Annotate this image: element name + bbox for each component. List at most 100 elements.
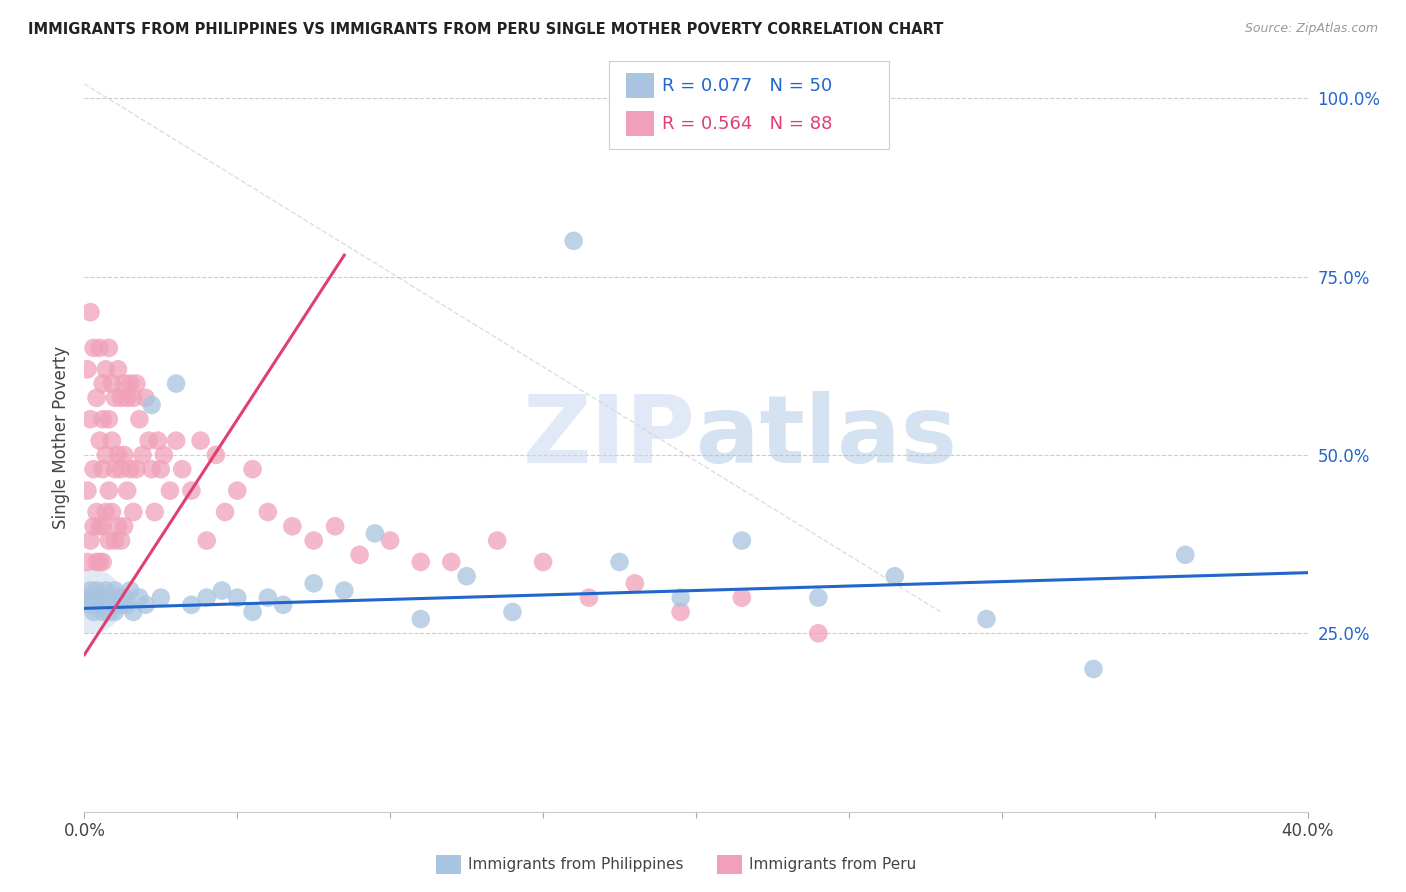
Point: [94, 583, 117, 598]
Point: [128, 412, 150, 426]
Point: [91, 605, 114, 619]
Point: [195, 591, 218, 605]
Text: Source: ZipAtlas.com: Source: ZipAtlas.com: [1244, 22, 1378, 36]
Point: [83, 519, 105, 533]
Point: [731, 591, 754, 605]
Point: [86, 391, 108, 405]
Point: [409, 612, 432, 626]
Point: [125, 376, 148, 391]
Point: [79, 594, 101, 608]
Point: [91, 519, 114, 533]
Text: atlas: atlas: [696, 391, 957, 483]
Point: [302, 576, 325, 591]
Point: [110, 598, 132, 612]
Point: [122, 391, 145, 405]
Point: [609, 555, 631, 569]
Point: [89, 341, 111, 355]
Point: [333, 583, 356, 598]
Point: [79, 598, 101, 612]
Point: [1174, 548, 1197, 562]
Point: [180, 483, 202, 498]
Point: [91, 591, 114, 605]
Point: [91, 462, 114, 476]
Point: [195, 533, 218, 548]
Point: [807, 591, 830, 605]
Point: [165, 376, 187, 391]
Point: [205, 448, 228, 462]
Point: [86, 583, 108, 598]
Point: [172, 462, 194, 476]
Point: [141, 462, 163, 476]
Point: [97, 412, 120, 426]
Point: [456, 569, 478, 583]
Point: [83, 591, 105, 605]
Point: [122, 605, 145, 619]
Point: [76, 591, 98, 605]
Point: [153, 448, 176, 462]
Point: [112, 591, 135, 605]
Point: [83, 462, 105, 476]
Point: [104, 583, 127, 598]
Point: [122, 505, 145, 519]
Point: [91, 412, 114, 426]
Point: [531, 555, 554, 569]
Point: [125, 462, 148, 476]
Point: [76, 555, 98, 569]
Point: [89, 591, 111, 605]
Point: [115, 598, 138, 612]
Point: [271, 598, 294, 612]
Point: [97, 533, 120, 548]
Point: [112, 519, 135, 533]
Point: [135, 598, 157, 612]
Point: [242, 605, 264, 619]
Y-axis label: Single Mother Poverty: Single Mother Poverty: [52, 345, 70, 529]
Point: [94, 448, 117, 462]
Point: [624, 576, 647, 591]
Point: [281, 519, 304, 533]
Point: [79, 412, 101, 426]
Point: [226, 483, 249, 498]
Point: [364, 526, 387, 541]
Point: [120, 583, 142, 598]
Point: [146, 434, 169, 448]
Point: [135, 391, 157, 405]
Point: [104, 391, 127, 405]
Text: R = 0.564   N = 88: R = 0.564 N = 88: [662, 115, 832, 133]
Point: [214, 505, 236, 519]
Point: [107, 519, 129, 533]
Point: [86, 505, 108, 519]
Point: [107, 591, 129, 605]
Point: [128, 591, 150, 605]
Point: [97, 605, 120, 619]
Text: Immigrants from Peru: Immigrants from Peru: [749, 857, 917, 871]
Point: [83, 591, 105, 605]
Point: [101, 434, 124, 448]
Point: [149, 462, 172, 476]
Point: [242, 462, 264, 476]
Point: [101, 598, 124, 612]
Point: [578, 591, 600, 605]
Point: [89, 434, 111, 448]
Point: [731, 533, 754, 548]
Text: IMMIGRANTS FROM PHILIPPINES VS IMMIGRANTS FROM PERU SINGLE MOTHER POVERTY CORREL: IMMIGRANTS FROM PHILIPPINES VS IMMIGRANT…: [28, 22, 943, 37]
Point: [104, 605, 127, 619]
Point: [211, 583, 233, 598]
Point: [97, 591, 120, 605]
Point: [94, 598, 117, 612]
Point: [976, 612, 998, 626]
Point: [86, 598, 108, 612]
Text: R = 0.077   N = 50: R = 0.077 N = 50: [662, 77, 832, 95]
Point: [101, 376, 124, 391]
Point: [115, 483, 138, 498]
Point: [380, 533, 402, 548]
Point: [115, 391, 138, 405]
Point: [159, 483, 181, 498]
Point: [76, 483, 98, 498]
Point: [79, 305, 101, 319]
Point: [257, 591, 280, 605]
Point: [131, 448, 153, 462]
Point: [104, 462, 127, 476]
Text: Immigrants from Philippines: Immigrants from Philippines: [468, 857, 683, 871]
Point: [91, 555, 114, 569]
Point: [302, 533, 325, 548]
